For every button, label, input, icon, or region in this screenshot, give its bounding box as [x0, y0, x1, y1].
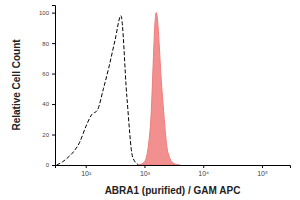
y-tick-mark: [52, 13, 55, 14]
x-axis-line: [56, 166, 291, 169]
y-axis: 0 20 40 60 80 100: [39, 6, 56, 169]
y-tick-label: 60: [42, 71, 49, 77]
x-axis: 10² 10³ 10⁴ 10⁵: [56, 165, 291, 177]
y-tick-mark: [52, 43, 55, 44]
chart: 10² 10³ 10⁴ 10⁵ 0 20 40 60 80 100 ABRA1 (purified)…: [0, 0, 300, 200]
y-tick-mark: [52, 135, 55, 136]
y-tick-mark: [52, 165, 55, 166]
plot: 10² 10³ 10⁴ 10⁵ 0 20 40 60 80 100: [39, 6, 291, 177]
y-tick: 20: [42, 132, 55, 138]
x-tick: 10⁵: [257, 165, 268, 177]
y-axis-line: [52, 6, 56, 166]
y-tick-mark: [52, 104, 55, 105]
marks: [57, 13, 180, 165]
y-tick: 40: [42, 101, 55, 107]
x-tick-label: 10⁵: [257, 170, 268, 177]
y-tick-label: 100: [39, 10, 50, 16]
y-tick-label: 80: [42, 41, 49, 47]
y-tick-label: 40: [42, 101, 49, 107]
x-axis-title: ABRA1 (purified) / GAM APC: [105, 185, 241, 196]
area: [139, 13, 180, 165]
line: [57, 16, 139, 165]
y-tick: 100: [39, 10, 55, 16]
x-tick: 10²: [81, 165, 92, 177]
y-tick-label: 20: [42, 132, 49, 138]
x-tick-mark: [262, 165, 263, 168]
x-tick: 10³: [140, 165, 151, 177]
x-tick: 10⁴: [198, 165, 209, 177]
y-tick-mark: [52, 74, 55, 75]
x-tick-label: 10⁴: [198, 170, 209, 177]
y-axis-title: Relative Cell Count: [11, 39, 22, 131]
y-tick: 80: [42, 41, 55, 47]
y-tick-label: 0: [46, 162, 50, 168]
x-tick-mark: [86, 165, 87, 168]
x-tick-mark: [144, 165, 145, 168]
x-tick-label: 10²: [81, 170, 92, 177]
x-tick-mark: [203, 165, 204, 168]
y-tick: 60: [42, 71, 55, 77]
y-tick: 0: [46, 162, 55, 168]
x-tick-label: 10³: [140, 170, 151, 177]
